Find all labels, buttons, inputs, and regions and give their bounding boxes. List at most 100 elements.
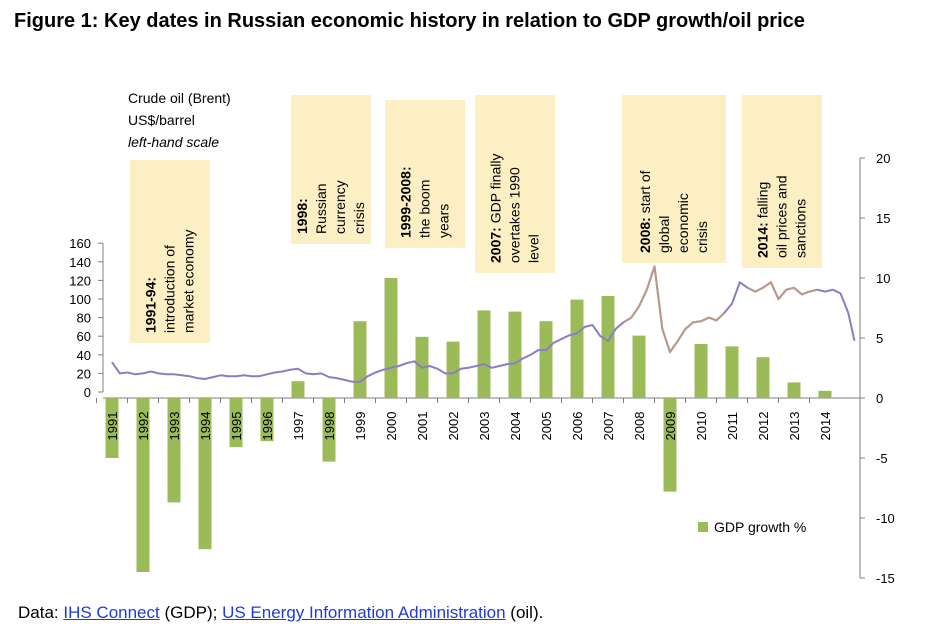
gdp-bar-2003 — [477, 310, 491, 398]
gdp-bar-1995 — [229, 398, 243, 448]
annotation-text-5: 2008: start of — [637, 170, 653, 253]
annotation-text-5: global — [656, 216, 672, 253]
annotation-text-6: sanctions — [793, 199, 809, 258]
x-tick-label-2008: 2008 — [632, 412, 647, 441]
gdp-bar-1997 — [291, 381, 305, 398]
annotation-description: falling — [755, 182, 771, 222]
annotation-text-1: introduction of — [162, 245, 178, 333]
gdp-bar-2007 — [601, 296, 615, 398]
gdp-bar-1996 — [260, 398, 274, 442]
eia-link[interactable]: US Energy Information Administration — [222, 603, 506, 622]
oil-label-line2: US$/barrel — [128, 112, 195, 128]
annotation-date: 1999-2008: — [398, 166, 414, 238]
annotation-text-4: 2007: GDP finally — [488, 154, 504, 263]
annotation-box-4 — [475, 95, 555, 273]
annotation-text-2: 1998: — [294, 198, 310, 234]
x-tick-label-1994: 1994 — [198, 412, 213, 441]
oil-label-line1: Crude oil (Brent) — [128, 90, 231, 106]
x-tick-label-2002: 2002 — [446, 412, 461, 441]
right-tick-label: 0 — [876, 391, 883, 406]
annotation-date: 2014: — [755, 222, 771, 258]
annotation-box-5 — [622, 95, 726, 263]
right-tick-label: -15 — [876, 571, 895, 586]
gdp-bar-2004 — [508, 311, 522, 398]
oil-price-line — [111, 265, 856, 383]
annotation-date: 1991-94: — [143, 277, 159, 333]
left-tick-label: 0 — [84, 385, 91, 400]
annotation-description: start of — [637, 170, 653, 217]
oil-line-shaded-2014 — [747, 280, 818, 301]
x-tick-label-2014: 2014 — [818, 412, 833, 441]
x-tick-label-2000: 2000 — [384, 412, 399, 441]
source-suffix: (oil). — [505, 603, 544, 622]
left-tick-label: 100 — [69, 292, 91, 307]
gdp-bar-1992 — [136, 398, 150, 572]
right-tick-label: 20 — [876, 151, 890, 166]
x-tick-label-2013: 2013 — [787, 412, 802, 441]
annotation-text-6: oil prices and — [774, 176, 790, 259]
gdp-bar-2014 — [818, 390, 832, 398]
left-tick-label: 160 — [69, 236, 91, 251]
left-tick-label: 40 — [77, 348, 91, 363]
gdp-bar-2010 — [694, 344, 708, 398]
gdp-bar-2009 — [663, 398, 677, 492]
annotation-date: 2008: — [637, 217, 653, 253]
oil-line-shaded-2008 — [622, 266, 725, 355]
right-tick-label: -10 — [876, 511, 895, 526]
annotation-box-6 — [742, 95, 822, 268]
x-tick-label-2009: 2009 — [663, 412, 678, 441]
x-tick-label-2012: 2012 — [756, 412, 771, 441]
annotation-text-1: 1991-94: — [143, 277, 159, 333]
x-tick-label-1999: 1999 — [353, 412, 368, 441]
gdp-bar-2011 — [725, 346, 739, 398]
gdp-bar-1999 — [353, 321, 367, 398]
x-tick-label-2003: 2003 — [477, 412, 492, 441]
source-prefix: Data: — [18, 603, 64, 622]
legend-label-gdp: GDP growth % — [714, 519, 806, 535]
x-tick-label-2011: 2011 — [725, 412, 740, 440]
annotation-text-1: market economy — [181, 230, 197, 333]
annotation-text-5: crisis — [694, 221, 710, 253]
gdp-bar-1991 — [105, 398, 119, 458]
x-tick-label-2001: 2001 — [415, 412, 430, 441]
annotation-text-4: overtakes 1990 — [507, 167, 523, 263]
annotation-text-3: the boom — [417, 180, 433, 238]
annotation-text-3: years — [436, 204, 452, 238]
gdp-bar-1993 — [167, 398, 181, 503]
annotation-text-6: 2014: falling — [755, 182, 771, 258]
legend-swatch-gdp — [698, 522, 708, 532]
ihs-connect-link[interactable]: IHS Connect — [63, 603, 160, 622]
gdp-bar-2005 — [539, 321, 553, 398]
annotation-date: 2007: — [488, 227, 504, 263]
x-tick-label-1998: 1998 — [322, 412, 337, 441]
annotation-box-3 — [385, 100, 465, 248]
gdp-bar-2002 — [446, 341, 460, 398]
left-tick-label: 120 — [69, 273, 91, 288]
right-tick-label: 10 — [876, 271, 890, 286]
x-tick-label-1996: 1996 — [260, 412, 275, 441]
oil-label-line3: left-hand scale — [128, 134, 219, 150]
annotation-description: GDP finally — [488, 154, 504, 228]
gdp-bar-2000 — [384, 278, 398, 398]
right-tick-label: 15 — [876, 211, 890, 226]
data-source: Data: IHS Connect (GDP); US Energy Infor… — [18, 603, 543, 623]
gdp-bar-1994 — [198, 398, 212, 550]
annotation-text-4: level — [526, 234, 542, 263]
right-tick-label: 5 — [876, 331, 883, 346]
chart-title: Figure 1: Key dates in Russian economic … — [14, 10, 805, 32]
gdp-bar-2006 — [570, 299, 584, 398]
left-tick-label: 140 — [69, 255, 91, 270]
annotation-text-3: 1999-2008: — [398, 166, 414, 238]
annotation-text-2: crisis — [351, 202, 367, 234]
gdp-bar-2008 — [632, 335, 646, 398]
x-tick-label-1997: 1997 — [291, 412, 306, 441]
left-tick-label: 20 — [77, 366, 91, 381]
x-tick-label-2004: 2004 — [508, 412, 523, 441]
gdp-bar-1998 — [322, 398, 336, 462]
gdp-bar-2013 — [787, 382, 801, 398]
left-tick-label: 80 — [77, 311, 91, 326]
annotation-text-2: currency — [332, 180, 348, 234]
annotation-text-5: economic — [675, 193, 691, 253]
x-tick-label-1991: 1991 — [105, 412, 120, 441]
